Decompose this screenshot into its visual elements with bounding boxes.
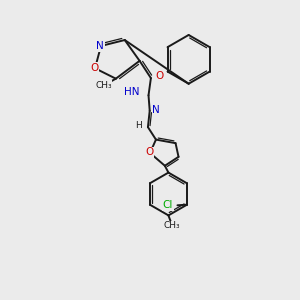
Text: HN: HN — [124, 87, 140, 97]
Text: N: N — [97, 41, 104, 51]
Text: N: N — [152, 105, 160, 115]
Text: Cl: Cl — [163, 200, 173, 210]
Text: O: O — [145, 147, 154, 158]
Text: H: H — [135, 121, 141, 130]
Text: O: O — [90, 63, 98, 73]
Text: O: O — [155, 71, 163, 81]
Text: CH₃: CH₃ — [163, 221, 180, 230]
Text: CH₃: CH₃ — [95, 81, 112, 90]
